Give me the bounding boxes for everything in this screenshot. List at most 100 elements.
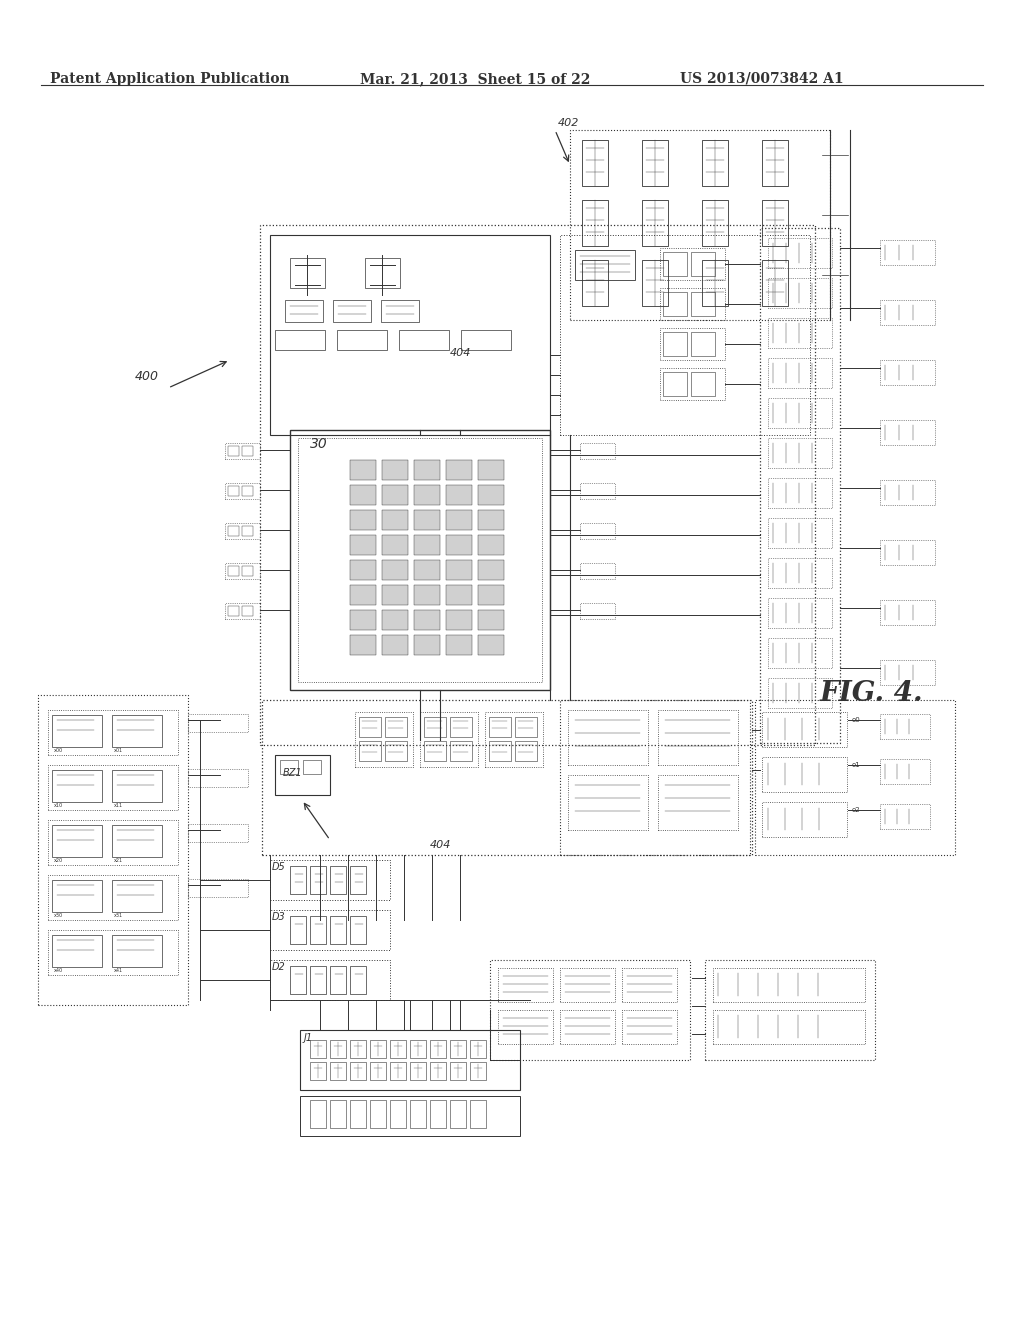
Text: x00: x00: [54, 748, 63, 752]
Bar: [470, 1100, 486, 1129]
Bar: [330, 1100, 346, 1129]
Bar: [52, 770, 102, 803]
Bar: [350, 966, 366, 994]
Bar: [381, 300, 419, 322]
Bar: [478, 560, 504, 579]
Text: D2: D2: [272, 962, 286, 972]
Bar: [52, 825, 102, 857]
Bar: [242, 525, 253, 536]
Bar: [702, 260, 728, 306]
Bar: [112, 825, 162, 857]
Bar: [582, 201, 608, 246]
Bar: [52, 935, 102, 968]
Bar: [382, 510, 408, 531]
Bar: [225, 564, 260, 579]
Bar: [762, 803, 847, 837]
Bar: [48, 710, 178, 755]
Bar: [414, 610, 440, 630]
Bar: [660, 368, 725, 400]
Bar: [330, 966, 346, 994]
Bar: [478, 510, 504, 531]
Bar: [228, 606, 239, 616]
Bar: [430, 1063, 446, 1080]
Bar: [188, 770, 248, 787]
Bar: [414, 484, 440, 506]
Bar: [310, 1040, 326, 1059]
Bar: [112, 935, 162, 968]
Bar: [410, 1040, 426, 1059]
Bar: [350, 610, 376, 630]
Bar: [582, 140, 608, 186]
Text: US 2013/0073842 A1: US 2013/0073842 A1: [680, 73, 844, 86]
Bar: [470, 1040, 486, 1059]
Bar: [880, 540, 935, 565]
Bar: [660, 248, 725, 280]
Text: 404: 404: [450, 348, 471, 358]
Text: x21: x21: [114, 858, 123, 863]
Bar: [663, 292, 687, 315]
Bar: [112, 715, 162, 747]
Text: 404: 404: [430, 840, 452, 850]
Bar: [663, 372, 687, 396]
Bar: [880, 660, 935, 685]
Bar: [663, 252, 687, 276]
Text: x01: x01: [114, 748, 123, 752]
Bar: [228, 566, 239, 576]
Text: o2: o2: [852, 807, 860, 813]
Bar: [225, 483, 260, 499]
Bar: [310, 916, 326, 944]
Bar: [242, 446, 253, 455]
Bar: [228, 486, 239, 496]
Bar: [446, 484, 472, 506]
Bar: [580, 444, 615, 459]
Bar: [478, 484, 504, 506]
Bar: [188, 879, 248, 898]
Bar: [478, 635, 504, 655]
Bar: [705, 960, 874, 1060]
Bar: [424, 741, 446, 762]
Bar: [48, 931, 178, 975]
Bar: [430, 1100, 446, 1129]
Bar: [228, 525, 239, 536]
Bar: [713, 1010, 865, 1044]
Bar: [355, 711, 413, 767]
Bar: [350, 585, 376, 605]
Bar: [38, 696, 188, 1005]
Bar: [188, 824, 248, 842]
Bar: [768, 517, 831, 548]
Text: o0: o0: [852, 717, 861, 723]
Bar: [622, 968, 677, 1002]
Bar: [490, 960, 690, 1060]
Bar: [350, 1040, 366, 1059]
Bar: [365, 257, 400, 288]
Bar: [52, 715, 102, 747]
Bar: [260, 224, 815, 744]
Bar: [370, 1040, 386, 1059]
Bar: [228, 446, 239, 455]
Bar: [370, 1100, 386, 1129]
Bar: [48, 875, 178, 920]
Bar: [350, 560, 376, 579]
Bar: [880, 360, 935, 385]
Bar: [280, 760, 298, 774]
Bar: [478, 610, 504, 630]
Bar: [330, 916, 346, 944]
Bar: [762, 756, 847, 792]
Bar: [880, 300, 935, 325]
Bar: [880, 759, 930, 784]
Bar: [642, 260, 668, 306]
Bar: [382, 635, 408, 655]
Bar: [290, 866, 306, 894]
Bar: [478, 585, 504, 605]
Bar: [382, 610, 408, 630]
Bar: [290, 430, 550, 690]
Bar: [450, 717, 472, 737]
Bar: [880, 804, 930, 829]
Bar: [310, 866, 326, 894]
Bar: [382, 459, 408, 480]
Bar: [489, 717, 511, 737]
Bar: [330, 866, 346, 894]
Bar: [242, 566, 253, 576]
Bar: [478, 459, 504, 480]
Bar: [691, 372, 715, 396]
